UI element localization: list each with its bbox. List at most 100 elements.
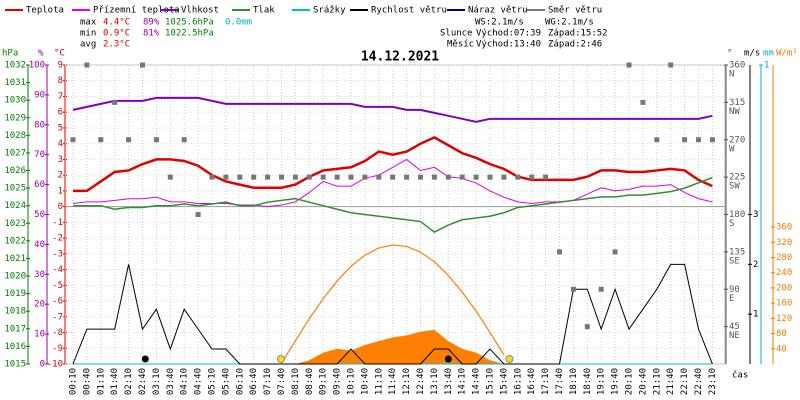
direction-mark xyxy=(445,174,451,180)
x-tick-label: 01:10 xyxy=(96,368,106,395)
direction-mark xyxy=(251,174,257,180)
moon-set: Západ:2:46 xyxy=(548,40,602,50)
y-tick-label: 40 xyxy=(34,240,45,250)
x-tick-label: 10:10 xyxy=(347,368,357,395)
legend-label: Přízemní teplota xyxy=(93,6,180,16)
direction-mark xyxy=(209,174,215,180)
direction-mark xyxy=(237,174,243,180)
axis-unit: % xyxy=(38,49,44,59)
direction-mark xyxy=(181,137,187,143)
y-tick-label: 1015 xyxy=(4,360,26,370)
direction-mark xyxy=(195,212,201,217)
y-tick-label: 1027 xyxy=(4,148,26,158)
direction-label: S xyxy=(729,219,734,229)
direction-mark xyxy=(529,174,535,180)
x-tick-label: 22:10 xyxy=(680,368,690,395)
direction-label: SW xyxy=(729,182,740,192)
x-tick-label: 19:10 xyxy=(597,368,607,395)
x-tick-label: 18:40 xyxy=(583,368,593,395)
y-tick-label: 1024 xyxy=(4,201,26,211)
direction-mark xyxy=(668,62,674,68)
direction-mark xyxy=(334,174,340,180)
stat-text: 4.4°C xyxy=(103,18,130,28)
y-tick-label: 70 xyxy=(34,150,45,160)
y-tick-label: 360 xyxy=(729,61,745,71)
direction-mark xyxy=(112,99,118,105)
x-tick-label: 00:10 xyxy=(69,368,79,395)
direction-mark xyxy=(223,174,229,180)
y-tick-label: 1018 xyxy=(4,307,26,317)
y-tick-label: 120 xyxy=(776,314,792,324)
x-tick-label: 05:10 xyxy=(208,368,218,395)
y-tick-label: 280 xyxy=(776,253,792,263)
y-tick-label: 3 xyxy=(753,210,758,220)
y-tick-label: 8 xyxy=(58,76,63,86)
direction-mark xyxy=(348,174,354,180)
x-tick-label: 12:10 xyxy=(402,368,412,395)
direction-mark xyxy=(84,62,90,68)
y-tick-label: 90 xyxy=(34,90,45,100)
moon-marker xyxy=(141,355,149,363)
y-tick-label: 30 xyxy=(34,270,45,280)
legend-label: Tlak xyxy=(253,6,275,16)
axis-unit: m/s xyxy=(744,49,760,59)
stat-text: 2.3°C xyxy=(103,40,130,50)
y-tick-label: 1025 xyxy=(4,184,26,194)
legend-label: Rychlost větru xyxy=(371,6,447,16)
direction-mark xyxy=(279,174,284,180)
legend-label: Teplota xyxy=(26,6,64,16)
direction-mark xyxy=(487,174,493,180)
x-tick-label: 15:10 xyxy=(486,368,496,395)
direction-mark xyxy=(376,174,382,180)
series-line xyxy=(73,176,713,233)
y-tick-label: 1017 xyxy=(4,324,26,334)
x-tick-label: 09:40 xyxy=(333,368,343,395)
y-tick-label: 1 xyxy=(58,186,63,196)
stat-text: 89% xyxy=(143,18,160,28)
axis-unit: W/m² xyxy=(776,49,798,59)
direction-mark xyxy=(362,174,368,180)
y-tick-label: 1023 xyxy=(4,219,26,229)
y-tick-label: -7 xyxy=(52,312,63,322)
y-tick-label: 1022 xyxy=(4,236,26,246)
x-tick-label: 05:40 xyxy=(221,368,231,395)
sun-set: Západ:15:52 xyxy=(548,29,608,39)
direction-label: SE xyxy=(729,256,740,266)
direction-mark xyxy=(390,174,396,180)
sun-label: Slunce xyxy=(440,29,473,39)
y-tick-label: -4 xyxy=(52,265,63,275)
x-tick-label: 17:40 xyxy=(555,368,565,395)
x-tick-label: 13:40 xyxy=(444,368,454,395)
x-tick-label: 08:10 xyxy=(291,368,301,395)
axis-unit: °C xyxy=(54,49,65,59)
stat-text: max xyxy=(80,18,97,28)
y-tick-label: 100 xyxy=(29,61,45,71)
y-tick-label: -10 xyxy=(47,360,63,370)
y-tick-label: 40 xyxy=(776,344,787,354)
y-tick-label: 5 xyxy=(58,123,63,133)
direction-label: NE xyxy=(729,331,740,341)
y-tick-label: 45 xyxy=(729,322,740,332)
legend-label: Vlhkost xyxy=(181,6,219,16)
y-tick-label: 1032 xyxy=(4,61,26,71)
stat-text: 1022.5hPa xyxy=(165,29,214,39)
moon-rise: Východ:13:40 xyxy=(476,40,541,50)
direction-mark xyxy=(306,174,312,180)
x-tick-label: 14:40 xyxy=(472,368,482,395)
direction-mark xyxy=(140,62,145,68)
x-tick-label: 16:40 xyxy=(527,368,537,395)
direction-mark xyxy=(626,62,632,68)
x-tick-label: 02:40 xyxy=(138,368,148,395)
y-tick-label: 320 xyxy=(776,238,792,248)
x-tick-label: 00:40 xyxy=(82,368,92,395)
x-tick-label: 16:10 xyxy=(513,368,523,395)
y-tick-label: 80 xyxy=(34,120,45,130)
x-tick-label: 19:40 xyxy=(611,368,621,395)
direction-mark xyxy=(640,99,646,105)
y-tick-label: 135 xyxy=(729,247,745,257)
x-tick-label: 12:40 xyxy=(416,368,426,395)
stat-text: 81% xyxy=(143,29,160,39)
y-tick-label: 50 xyxy=(34,210,45,220)
series-line xyxy=(72,263,713,365)
